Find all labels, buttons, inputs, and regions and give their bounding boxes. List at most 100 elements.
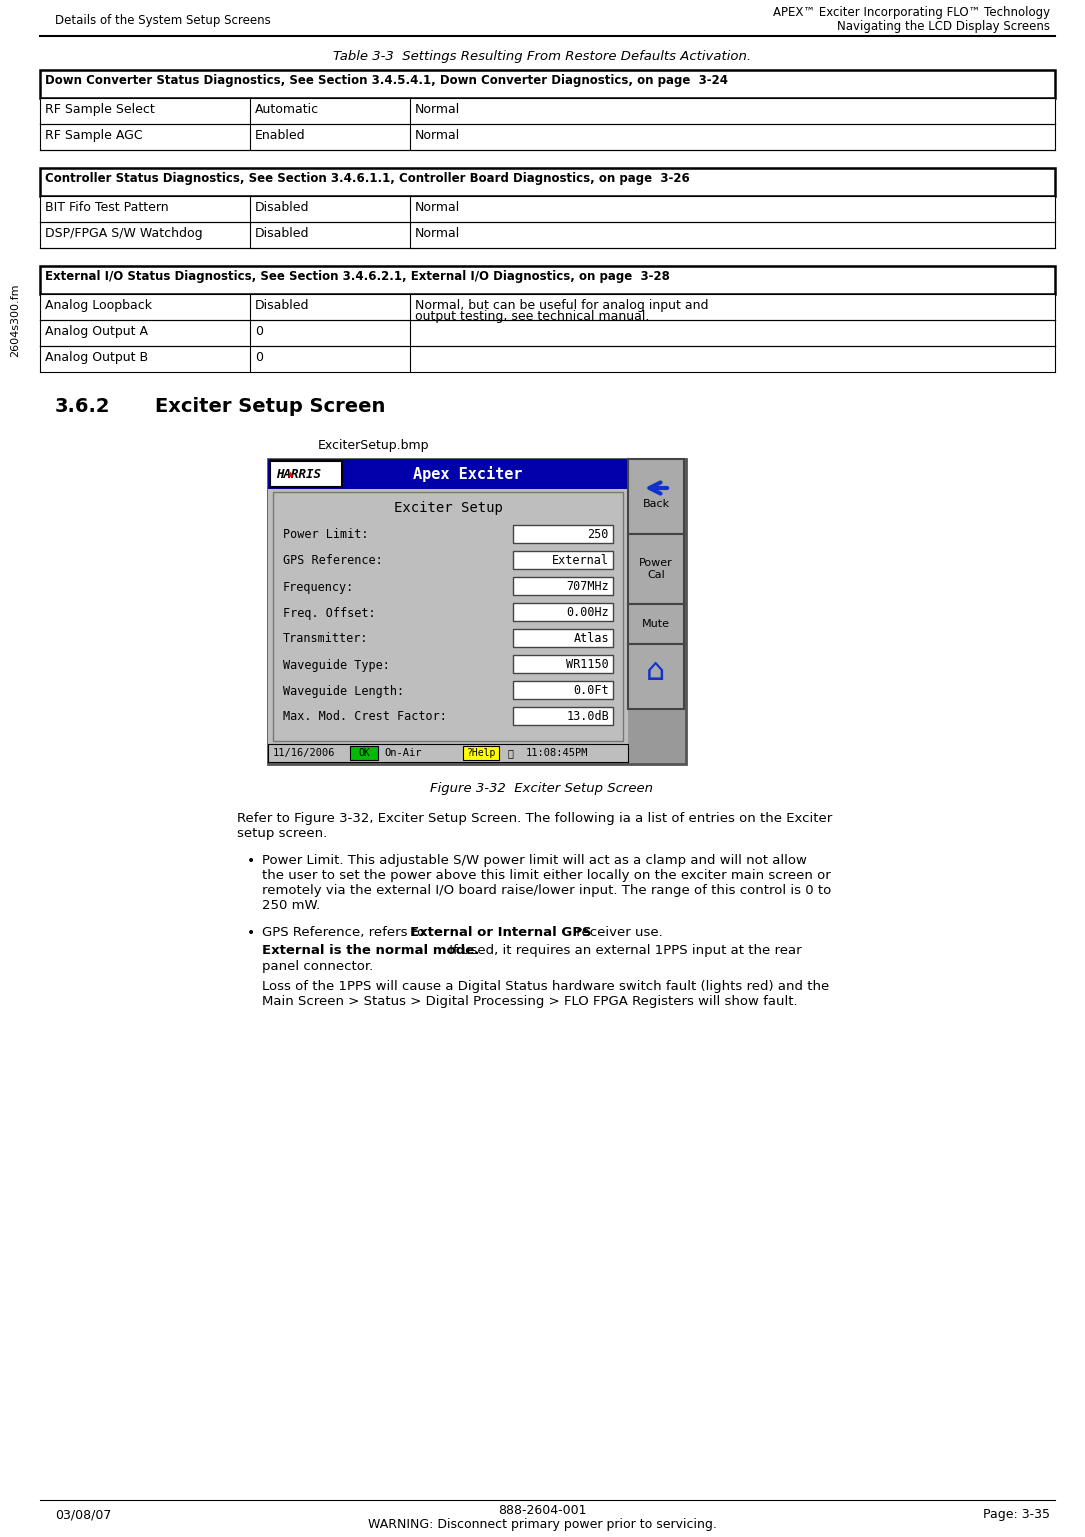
Bar: [463, 745, 499, 759]
Text: Waveguide Type:: Waveguide Type:: [283, 658, 390, 672]
Text: Frequency:: Frequency:: [283, 581, 354, 593]
Text: If used, it requires an external 1PPS input at the rear: If used, it requires an external 1PPS in…: [445, 944, 802, 958]
Bar: [628, 460, 684, 533]
Text: External: External: [552, 555, 609, 567]
Text: 707MHz: 707MHz: [566, 581, 609, 593]
Text: panel connector.: panel connector.: [261, 961, 373, 973]
Text: Power Limit:: Power Limit:: [283, 529, 369, 541]
Text: Disabled: Disabled: [255, 227, 309, 240]
Bar: [268, 744, 628, 762]
Text: Transmitter:: Transmitter:: [283, 633, 369, 646]
Text: ⌂: ⌂: [647, 656, 666, 686]
Text: RF Sample Select: RF Sample Select: [44, 103, 155, 115]
Text: Exciter Setup: Exciter Setup: [394, 501, 502, 515]
Bar: [513, 655, 613, 673]
Text: Refer to Figure 3-32, Exciter Setup Screen. The following ia a list of entries o: Refer to Figure 3-32, Exciter Setup Scre…: [237, 812, 832, 841]
Bar: [40, 266, 1055, 294]
Bar: [40, 247, 1055, 266]
Text: Automatic: Automatic: [255, 103, 319, 115]
Text: Page: 3-35: Page: 3-35: [983, 1508, 1050, 1522]
Text: External is the normal mode.: External is the normal mode.: [261, 944, 480, 958]
Text: Freq. Offset:: Freq. Offset:: [283, 607, 375, 619]
Text: Mute: Mute: [642, 619, 671, 629]
Bar: [513, 707, 613, 725]
Text: APEX™ Exciter Incorporating FLO™ Technology: APEX™ Exciter Incorporating FLO™ Technol…: [773, 6, 1050, 18]
Text: 11:08:45PM: 11:08:45PM: [526, 749, 588, 758]
Bar: [513, 576, 613, 595]
Bar: [628, 644, 684, 709]
Bar: [350, 745, 378, 759]
Text: Normal: Normal: [414, 129, 460, 141]
Text: WARNING: Disconnect primary power prior to servicing.: WARNING: Disconnect primary power prior …: [368, 1519, 716, 1531]
Text: Loss of the 1PPS will cause a Digital Status hardware switch fault (lights red) : Loss of the 1PPS will cause a Digital St…: [261, 981, 829, 1008]
Text: ▲: ▲: [288, 470, 293, 476]
Bar: [40, 346, 1055, 372]
Text: Disabled: Disabled: [255, 201, 309, 214]
Bar: [40, 71, 1055, 98]
Text: •: •: [247, 925, 255, 941]
Text: Waveguide Length:: Waveguide Length:: [283, 684, 404, 698]
Text: 0.0Ft: 0.0Ft: [573, 684, 609, 698]
Bar: [628, 533, 684, 604]
Bar: [273, 492, 623, 741]
Bar: [268, 460, 686, 764]
Text: Normal: Normal: [414, 227, 460, 240]
Text: •: •: [247, 855, 255, 868]
Text: 13.0dB: 13.0dB: [566, 710, 609, 724]
Text: Apex Exciter: Apex Exciter: [413, 466, 523, 483]
Text: Max. Mod. Crest Factor:: Max. Mod. Crest Factor:: [283, 710, 447, 724]
Text: Navigating the LCD Display Screens: Navigating the LCD Display Screens: [837, 20, 1050, 32]
Text: Power
Cal: Power Cal: [639, 558, 673, 579]
Text: HARRIS: HARRIS: [276, 467, 321, 481]
Text: Controller Status Diagnostics, See Section 3.4.6.1.1, Controller Board Diagnosti: Controller Status Diagnostics, See Secti…: [44, 172, 690, 184]
Bar: [513, 681, 613, 699]
Text: 2604s300.fm: 2604s300.fm: [10, 283, 20, 357]
Text: Exciter Setup Screen: Exciter Setup Screen: [155, 397, 385, 417]
Text: DSP/FPGA S/W Watchdog: DSP/FPGA S/W Watchdog: [44, 227, 203, 240]
Bar: [628, 604, 684, 644]
Text: BIT Fifo Test Pattern: BIT Fifo Test Pattern: [44, 201, 168, 214]
Text: Analog Output A: Analog Output A: [44, 324, 148, 338]
Text: Analog Loopback: Analog Loopback: [44, 300, 152, 312]
Text: Enabled: Enabled: [255, 129, 306, 141]
Text: 3.6.2: 3.6.2: [55, 397, 111, 417]
Text: ?Help: ?Help: [467, 749, 496, 758]
Text: Figure 3-32  Exciter Setup Screen: Figure 3-32 Exciter Setup Screen: [431, 782, 653, 795]
Bar: [40, 221, 1055, 247]
Text: Atlas: Atlas: [573, 633, 609, 646]
Bar: [513, 629, 613, 647]
Text: RF Sample AGC: RF Sample AGC: [44, 129, 142, 141]
Bar: [513, 550, 613, 569]
Text: 0: 0: [255, 350, 263, 364]
Text: On-Air: On-Air: [384, 749, 421, 758]
Text: External I/O Status Diagnostics, See Section 3.4.6.2.1, External I/O Diagnostics: External I/O Status Diagnostics, See Sec…: [44, 271, 669, 283]
Text: 250: 250: [588, 529, 609, 541]
Text: 🖨: 🖨: [508, 749, 514, 758]
Text: Normal, but can be useful for analog input and: Normal, but can be useful for analog inp…: [414, 300, 709, 312]
Text: GPS Reference:: GPS Reference:: [283, 555, 383, 567]
Text: OK: OK: [358, 749, 370, 758]
Text: 11/16/2006: 11/16/2006: [273, 749, 335, 758]
Bar: [40, 197, 1055, 221]
Text: GPS Reference, refers to: GPS Reference, refers to: [261, 925, 430, 939]
Text: Table 3-3  Settings Resulting From Restore Defaults Activation.: Table 3-3 Settings Resulting From Restor…: [333, 51, 751, 63]
Text: output testing, see technical manual.: output testing, see technical manual.: [414, 310, 650, 323]
Text: Analog Output B: Analog Output B: [44, 350, 149, 364]
Bar: [513, 603, 613, 621]
Text: Power Limit. This adjustable S/W power limit will act as a clamp and will not al: Power Limit. This adjustable S/W power l…: [261, 855, 831, 911]
Bar: [40, 168, 1055, 197]
Bar: [513, 526, 613, 543]
Text: Disabled: Disabled: [255, 300, 309, 312]
Bar: [268, 460, 628, 489]
Bar: [270, 461, 342, 487]
Text: Normal: Normal: [414, 103, 460, 115]
Text: WR1150: WR1150: [566, 658, 609, 672]
Bar: [40, 320, 1055, 346]
Text: 0.00Hz: 0.00Hz: [566, 607, 609, 619]
Bar: [268, 489, 628, 744]
Text: External or Internal GPS: External or Internal GPS: [410, 925, 591, 939]
Text: 03/08/07: 03/08/07: [55, 1508, 112, 1522]
Text: Details of the System Setup Screens: Details of the System Setup Screens: [55, 14, 271, 28]
Bar: [40, 151, 1055, 168]
Bar: [40, 124, 1055, 151]
